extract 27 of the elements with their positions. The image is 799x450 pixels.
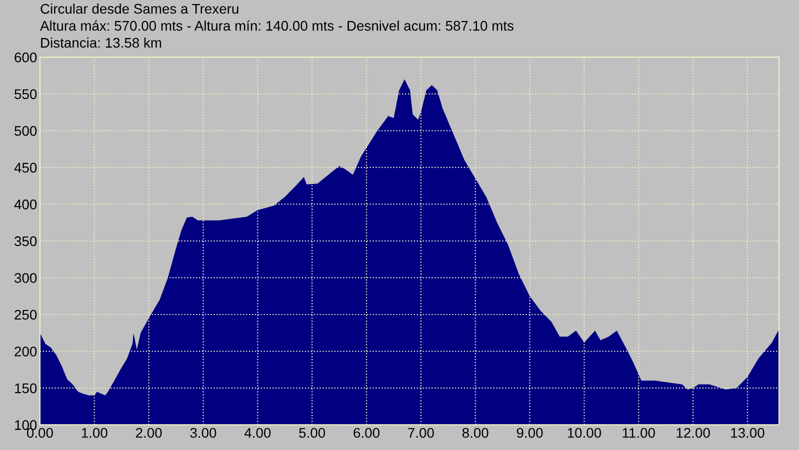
x-tick-label: 5.00 [299, 428, 326, 438]
x-tick-label: 6.00 [354, 428, 380, 438]
y-tick-label: 600 [14, 52, 37, 62]
x-tick-label: 8.00 [462, 428, 488, 438]
x-tick-label: 3.00 [190, 428, 216, 438]
text: Distancia: 13.58 km [41, 38, 162, 48]
y-tick-label: 200 [14, 346, 37, 356]
y-tick-label: 100 [15, 420, 37, 430]
y-tick-label: 550 [14, 89, 37, 100]
x-tick-label: 4.00 [244, 428, 271, 438]
x-tick-label: 2.00 [136, 428, 162, 438]
chart-title: Circular desde Sames a Trexeru [40, 4, 238, 14]
chart-subtitle: Altura máx: 570.00 mts - Altura mín: 140.00 mts - Desnivel acum: 587.10 mts [40, 20, 514, 31]
x-tick-label: 7.00 [408, 428, 434, 438]
x-tick-label: 13.00 [731, 428, 764, 438]
x-tick-label: 9.00 [516, 428, 543, 438]
y-tick-label: 300 [14, 273, 37, 283]
y-tick-label: 450 [14, 162, 37, 173]
y-tick-label: 400 [14, 200, 37, 210]
y-tick-label: 500 [14, 126, 37, 136]
y-tick-label: 350 [14, 236, 37, 246]
y-tick-label: 250 [14, 310, 37, 320]
y-tick-label: 150 [15, 383, 37, 394]
x-tick-label: 1.00 [82, 428, 108, 438]
x-tick-label: 12.00 [676, 428, 710, 438]
x-tick-label: 11.00 [622, 428, 655, 438]
x-tick-label: 10.00 [568, 428, 602, 438]
